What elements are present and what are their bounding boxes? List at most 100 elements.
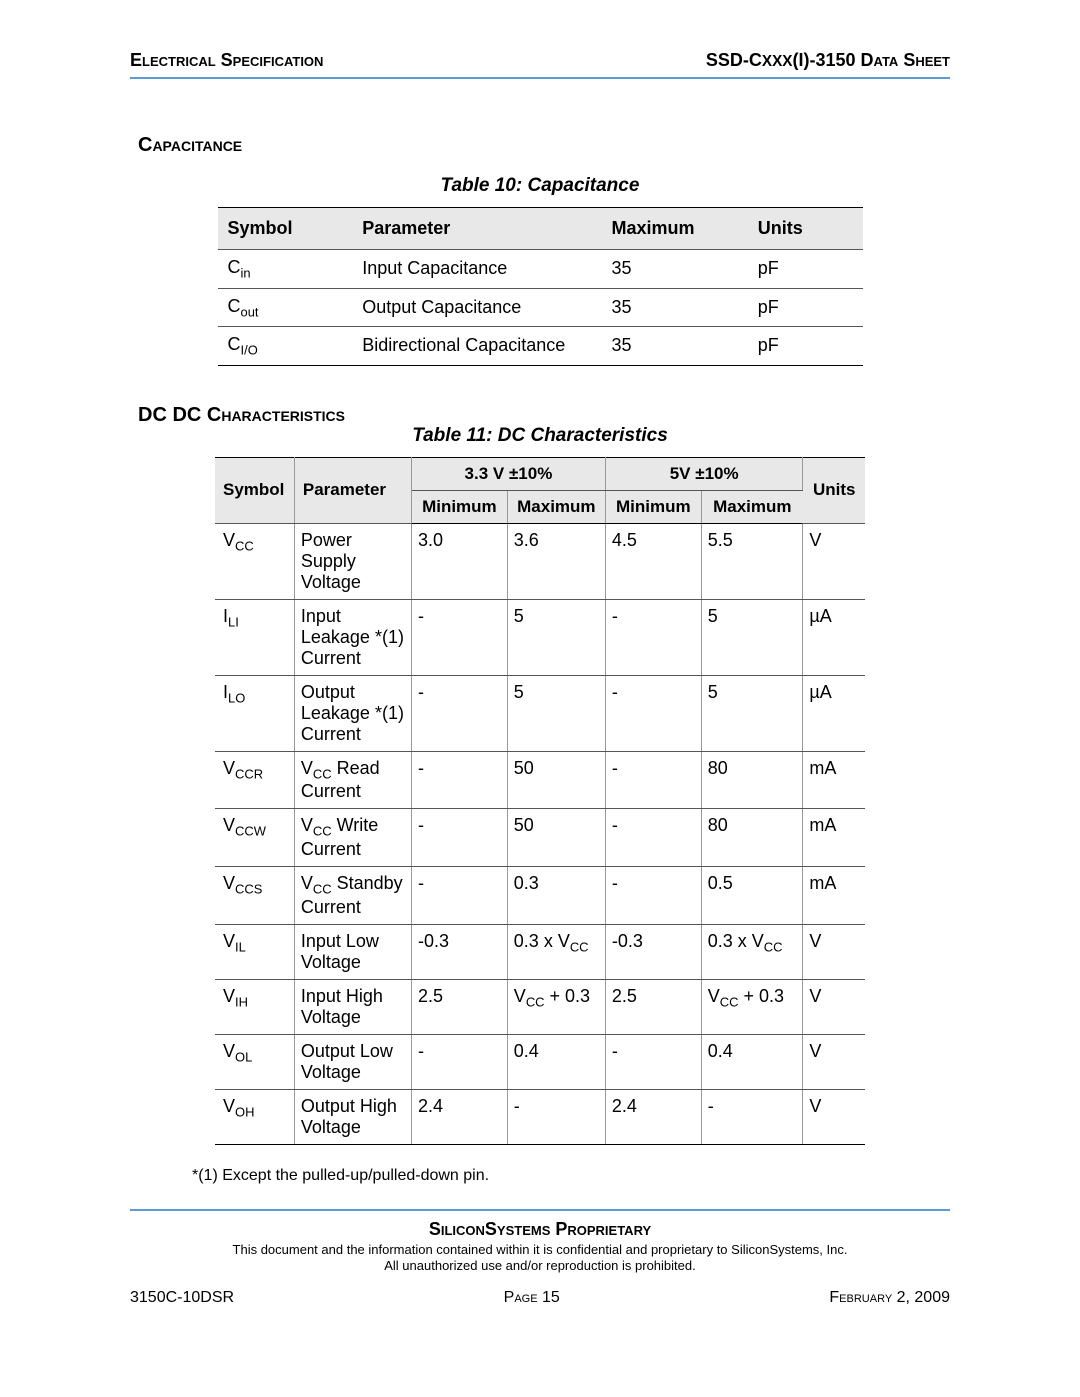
cell-max33: 50 <box>507 751 605 809</box>
table-row: CI/OBidirectional Capacitance35pF <box>218 327 863 366</box>
footer-rule <box>130 1209 950 1211</box>
cell-min33: 2.5 <box>411 979 507 1034</box>
cell-min5: - <box>605 675 701 751</box>
col-33v: 3.3 V ±10% <box>411 457 605 490</box>
table-row: VOHOutput High Voltage2.4-2.4-V <box>215 1089 865 1144</box>
cell-symbol: VIL <box>215 924 294 979</box>
cell-max: 35 <box>601 327 747 366</box>
confidential-text: This document and the information contai… <box>130 1242 950 1276</box>
cell-max5: - <box>701 1089 803 1144</box>
table-row: VCCWVCC Write Current-50-80mA <box>215 809 865 867</box>
proprietary-label: SiliconSystems Proprietary <box>130 1219 950 1240</box>
cell-param: Output Capacitance <box>352 288 601 327</box>
cell-symbol: ILO <box>215 675 294 751</box>
table-row: CinInput Capacitance35pF <box>218 250 863 289</box>
cell-max33: VCC + 0.3 <box>507 979 605 1034</box>
cell-units: V <box>803 1034 865 1089</box>
cell-param: Output Leakage *(1) Current <box>294 675 411 751</box>
table-row: VCCSVCC Standby Current-0.3-0.5mA <box>215 866 865 924</box>
cell-units: pF <box>748 327 863 366</box>
cell-max33: 0.4 <box>507 1034 605 1089</box>
col-min33: Minimum <box>411 490 507 523</box>
cell-min5: - <box>605 751 701 809</box>
cell-max33: 50 <box>507 809 605 867</box>
cell-symbol: ILI <box>215 599 294 675</box>
cell-min5: -0.3 <box>605 924 701 979</box>
cell-symbol: CI/O <box>218 327 353 366</box>
col-parameter: Parameter <box>294 457 411 523</box>
table-row: VIHInput High Voltage2.5VCC + 0.32.5VCC … <box>215 979 865 1034</box>
cell-min33: - <box>411 1034 507 1089</box>
cell-max5: 80 <box>701 751 803 809</box>
table-row: ILIInput Leakage *(1) Current-5-5µA <box>215 599 865 675</box>
col-units: Units <box>748 208 863 250</box>
cell-param: Output High Voltage <box>294 1089 411 1144</box>
table11-caption: Table 11: DC Characteristics <box>130 425 950 447</box>
footer-right: February 2, 2009 <box>829 1289 950 1307</box>
col-max5: Maximum <box>701 490 803 523</box>
cell-max5: 80 <box>701 809 803 867</box>
table-row: CoutOutput Capacitance35pF <box>218 288 863 327</box>
cell-min5: - <box>605 1034 701 1089</box>
col-max33: Maximum <box>507 490 605 523</box>
cell-symbol: Cin <box>218 250 353 289</box>
cell-max: 35 <box>601 250 747 289</box>
table-row: VCCRVCC Read Current-50-80mA <box>215 751 865 809</box>
cell-min5: 4.5 <box>605 523 701 599</box>
cell-units: µA <box>803 675 865 751</box>
cell-units: µA <box>803 599 865 675</box>
cell-min5: 2.5 <box>605 979 701 1034</box>
cell-param: VCC Write Current <box>294 809 411 867</box>
cell-min33: - <box>411 599 507 675</box>
cell-max33: - <box>507 1089 605 1144</box>
cell-min33: - <box>411 751 507 809</box>
cell-param: VCC Read Current <box>294 751 411 809</box>
cell-max5: 0.4 <box>701 1034 803 1089</box>
page-footer: 3150C-10DSR Page 15 February 2, 2009 <box>130 1289 950 1307</box>
cell-symbol: VOH <box>215 1089 294 1144</box>
dc-characteristics-table: Symbol Parameter 3.3 V ±10% 5V ±10% Unit… <box>215 457 865 1145</box>
cell-max5: 5 <box>701 675 803 751</box>
cell-units: mA <box>803 751 865 809</box>
footer-left: 3150C-10DSR <box>130 1289 234 1307</box>
cell-param: Input Capacitance <box>352 250 601 289</box>
cell-min5: 2.4 <box>605 1089 701 1144</box>
cell-units: mA <box>803 809 865 867</box>
cell-min33: - <box>411 809 507 867</box>
cell-param: Bidirectional Capacitance <box>352 327 601 366</box>
col-units: Units <box>803 457 865 523</box>
cell-max33: 3.6 <box>507 523 605 599</box>
col-maximum: Maximum <box>601 208 747 250</box>
col-symbol: Symbol <box>215 457 294 523</box>
cell-symbol: VCCW <box>215 809 294 867</box>
cell-max33: 5 <box>507 599 605 675</box>
cell-min33: - <box>411 675 507 751</box>
cell-min5: - <box>605 599 701 675</box>
cell-param: Power Supply Voltage <box>294 523 411 599</box>
cell-min33: 2.4 <box>411 1089 507 1144</box>
cell-max5: 5 <box>701 599 803 675</box>
table-row: VOLOutput Low Voltage-0.4-0.4V <box>215 1034 865 1089</box>
footer-center: Page 15 <box>504 1289 560 1307</box>
cell-min5: - <box>605 809 701 867</box>
cell-min5: - <box>605 866 701 924</box>
cell-min33: - <box>411 866 507 924</box>
col-5v: 5V ±10% <box>605 457 803 490</box>
section-heading-capacitance: Capacitance <box>138 134 950 157</box>
cell-max5: 0.3 x VCC <box>701 924 803 979</box>
cell-units: pF <box>748 250 863 289</box>
cell-max5: 0.5 <box>701 866 803 924</box>
cell-max33: 0.3 x VCC <box>507 924 605 979</box>
cell-param: Output Low Voltage <box>294 1034 411 1089</box>
cell-units: V <box>803 979 865 1034</box>
capacitance-table: Symbol Parameter Maximum Units CinInput … <box>218 207 863 366</box>
cell-param: Input High Voltage <box>294 979 411 1034</box>
page-header: Electrical Specification SSD-Cxxx(I)-315… <box>130 50 950 79</box>
table-row: VILInput Low Voltage-0.30.3 x VCC-0.30.3… <box>215 924 865 979</box>
cell-param: VCC Standby Current <box>294 866 411 924</box>
cell-param: Input Low Voltage <box>294 924 411 979</box>
cell-symbol: Cout <box>218 288 353 327</box>
cell-max33: 5 <box>507 675 605 751</box>
cell-units: V <box>803 523 865 599</box>
cell-units: pF <box>748 288 863 327</box>
